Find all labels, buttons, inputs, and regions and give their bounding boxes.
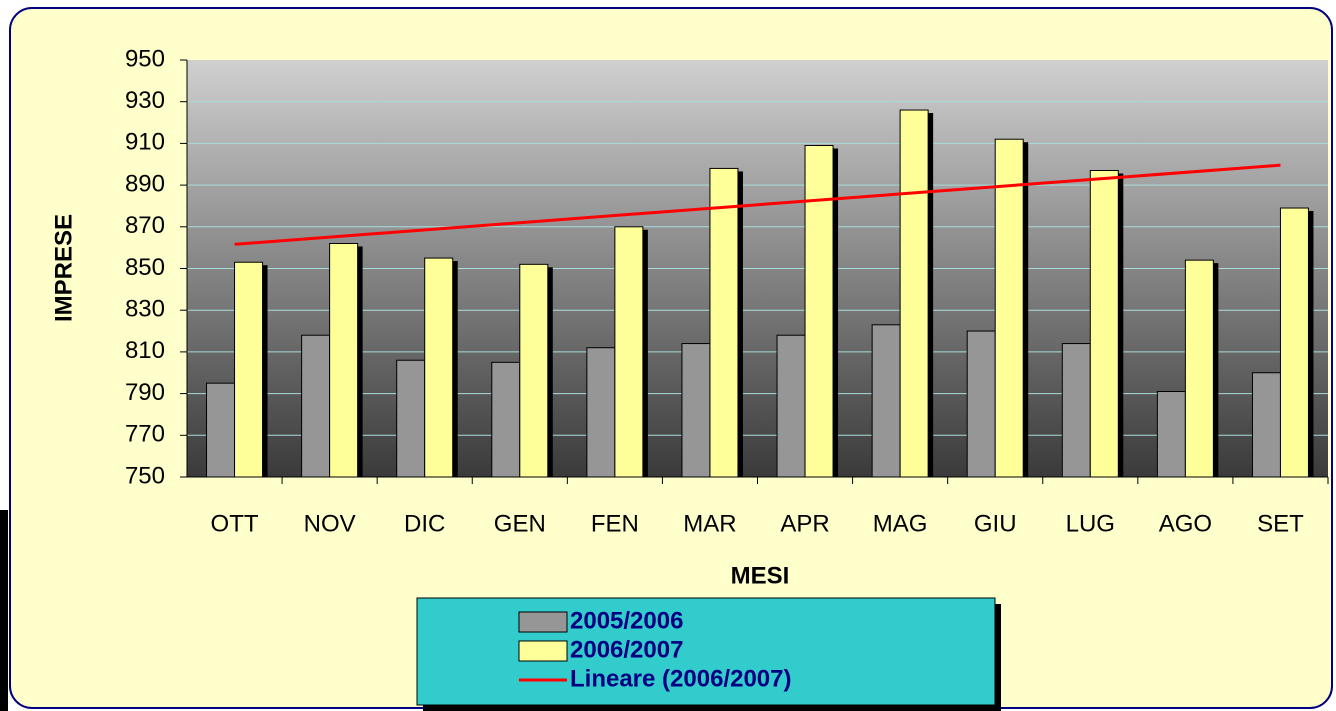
bar: [1156, 391, 1186, 478]
y-tick-label: 750: [125, 462, 165, 489]
y-tick-label: 930: [125, 87, 165, 114]
y-tick-label: 790: [125, 379, 165, 406]
bar: [1184, 259, 1214, 478]
legend-swatch: [518, 640, 568, 662]
y-tick-label: 870: [125, 212, 165, 239]
edge-artifact: [0, 510, 8, 711]
x-tick-label: MAR: [683, 510, 736, 537]
bar: [804, 144, 834, 478]
y-tick-label: 810: [125, 337, 165, 364]
x-tick-label: DIC: [404, 510, 445, 537]
x-tick-label: GIU: [974, 510, 1017, 537]
bar: [586, 347, 616, 478]
y-tick-label: 770: [125, 421, 165, 448]
x-tick-label: APR: [780, 510, 829, 537]
bar: [966, 330, 996, 478]
legend-swatch: [518, 611, 568, 633]
bar: [681, 343, 711, 478]
x-axis-label: MESI: [731, 562, 790, 589]
x-tick-label: LUG: [1066, 510, 1115, 537]
legend: [416, 597, 996, 706]
x-tick-label: NOV: [304, 510, 356, 537]
x-tick-label: MAG: [873, 510, 928, 537]
y-tick-label: 850: [125, 254, 165, 281]
y-tick-label: 890: [125, 170, 165, 197]
trendline: [234, 163, 1281, 246]
bar: [1061, 343, 1091, 478]
legend-label: 2005/2006: [570, 607, 683, 634]
y-tick-label: 830: [125, 296, 165, 323]
bar: [1089, 170, 1119, 478]
y-axis-label: IMPRESE: [50, 214, 77, 322]
y-tick-label: 950: [125, 45, 165, 72]
bar: [994, 138, 1024, 478]
bar: [776, 334, 806, 478]
bar: [329, 242, 359, 478]
y-tick-label: 910: [125, 129, 165, 156]
legend-label: 2006/2007: [570, 636, 683, 663]
bar: [491, 361, 521, 478]
bar: [614, 226, 644, 478]
bar: [206, 382, 236, 478]
legend-label: Lineare (2006/2007): [570, 665, 791, 692]
x-tick-label: SET: [1257, 510, 1304, 537]
bar: [519, 263, 549, 478]
x-tick-label: GEN: [494, 510, 546, 537]
bar: [234, 261, 264, 478]
bar: [871, 324, 901, 478]
bar: [1251, 372, 1281, 478]
bar: [424, 257, 454, 478]
bar: [709, 167, 739, 478]
x-tick-label: FEN: [591, 510, 639, 537]
x-tick-label: OTT: [211, 510, 259, 537]
bar: [301, 334, 331, 478]
x-tick-label: AGO: [1159, 510, 1212, 537]
bar: [1279, 207, 1309, 478]
bar: [899, 109, 929, 478]
bar: [396, 359, 426, 478]
